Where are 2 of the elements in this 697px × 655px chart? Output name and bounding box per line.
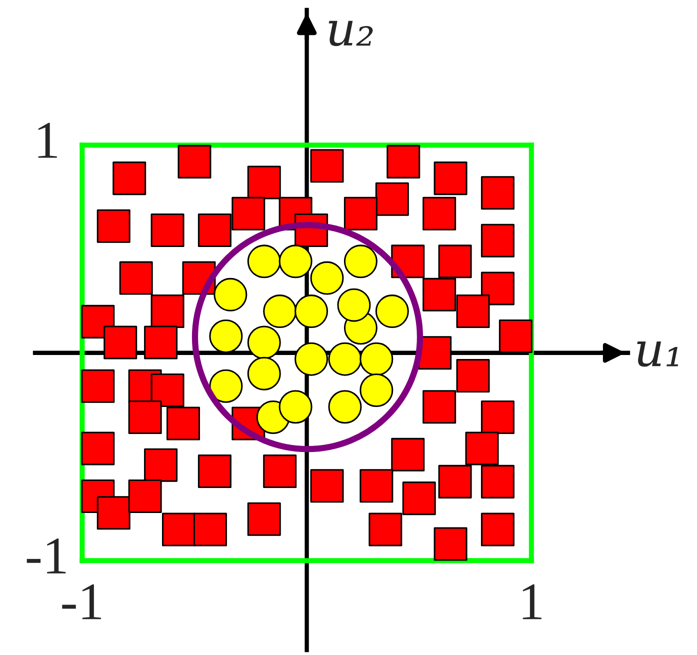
x-axis-title: u₁ xyxy=(637,342,678,367)
y-axis-title: u₂ xyxy=(328,20,373,46)
